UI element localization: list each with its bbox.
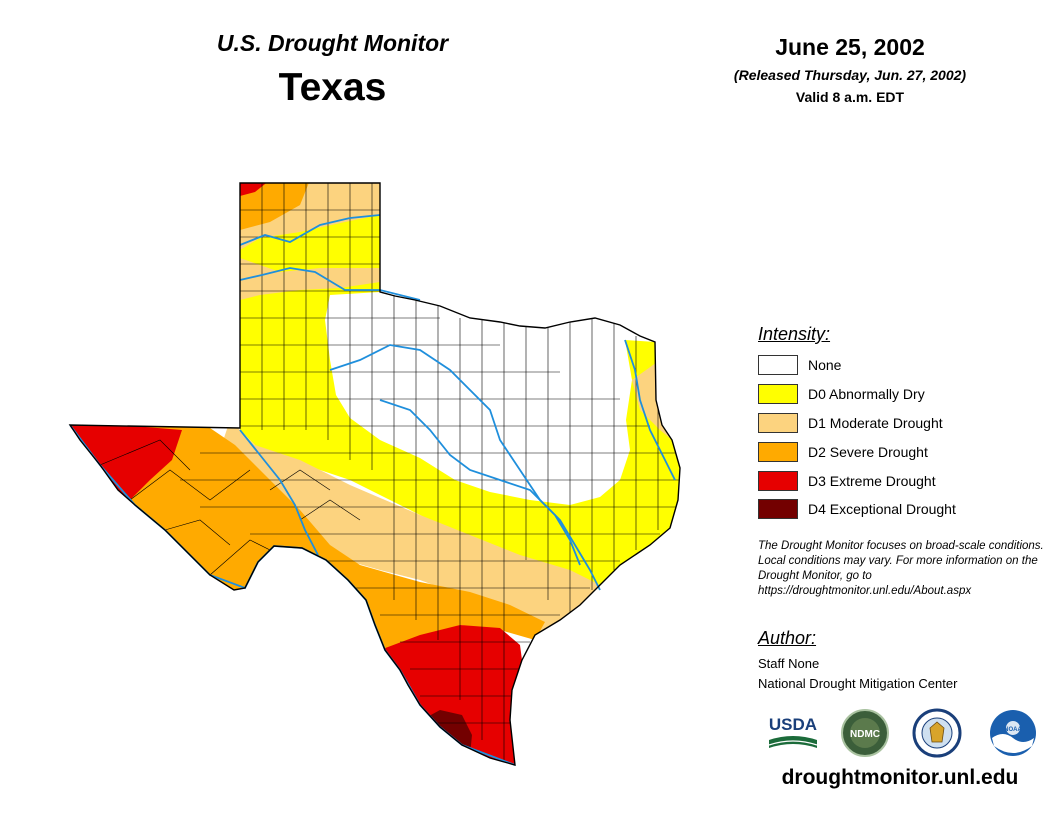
legend-label: D4 Exceptional Drought: [808, 501, 956, 517]
legend-item-d2: D2 Severe Drought: [758, 441, 928, 463]
texas-outline: [68, 182, 681, 766]
colorado-river: [379, 399, 581, 566]
legend-label: D2 Severe Drought: [808, 444, 928, 460]
area-d3: [380, 625, 522, 765]
map-title: Texas: [278, 66, 387, 109]
area-d1: [220, 420, 600, 635]
canadian-river: [239, 214, 381, 246]
area-d1: [240, 258, 380, 300]
author-organization: National Drought Mitigation Center: [758, 676, 958, 691]
legend-item-d1: D1 Moderate Drought: [758, 412, 943, 434]
author-name: Staff None: [758, 656, 820, 671]
noaa-logo: NOAA: [990, 710, 1036, 756]
pecos-river: [239, 429, 319, 556]
texas-drought-map: [68, 182, 681, 766]
map-subtitle: U.S. Drought Monitor: [216, 30, 449, 56]
area-d3: [240, 183, 270, 196]
legend-label: D1 Moderate Drought: [808, 415, 943, 431]
legend-label: None: [808, 357, 842, 373]
legend-swatch: [758, 413, 798, 433]
map-date: June 25, 2002: [775, 34, 925, 60]
area-d3: [70, 420, 182, 500]
legend-label: D0 Abnormally Dry: [808, 386, 925, 402]
ndmc-logo-text: NDMC: [850, 729, 880, 740]
area-d2: [240, 183, 310, 230]
disclaimer-note: The Drought Monitor focuses on broad-sca…: [758, 540, 1044, 597]
ndmc-logo: NDMC: [841, 709, 889, 757]
noaa-logo-text: NOAA: [1004, 727, 1022, 733]
author-heading: Author:: [758, 628, 817, 648]
legend-swatch: [758, 384, 798, 404]
legend-swatch: [758, 471, 798, 491]
sabine-river: [624, 339, 676, 481]
legend-label: D3 Extreme Drought: [808, 473, 936, 489]
legend-swatch: [758, 355, 798, 375]
commerce-seal-icon: [912, 708, 962, 758]
legend-swatch: [758, 442, 798, 462]
legend-swatch: [758, 499, 798, 519]
usda-logo-text: USDA: [769, 715, 817, 734]
legend-item-d4: D4 Exceptional Drought: [758, 498, 956, 520]
usda-logo: USDA: [768, 715, 818, 748]
valid-time: Valid 8 a.m. EDT: [795, 89, 905, 105]
website-link[interactable]: droughtmonitor.unl.edu: [781, 766, 1019, 789]
legend-title: Intensity:: [758, 324, 831, 344]
legend-item-d3: D3 Extreme Drought: [758, 470, 936, 492]
legend-item-d0: D0 Abnormally Dry: [758, 383, 925, 405]
release-date: (Released Thursday, Jun. 27, 2002): [733, 67, 967, 83]
legend-item-none: None: [758, 354, 841, 376]
brazos-river: [329, 344, 601, 591]
county-lines: [99, 183, 680, 760]
